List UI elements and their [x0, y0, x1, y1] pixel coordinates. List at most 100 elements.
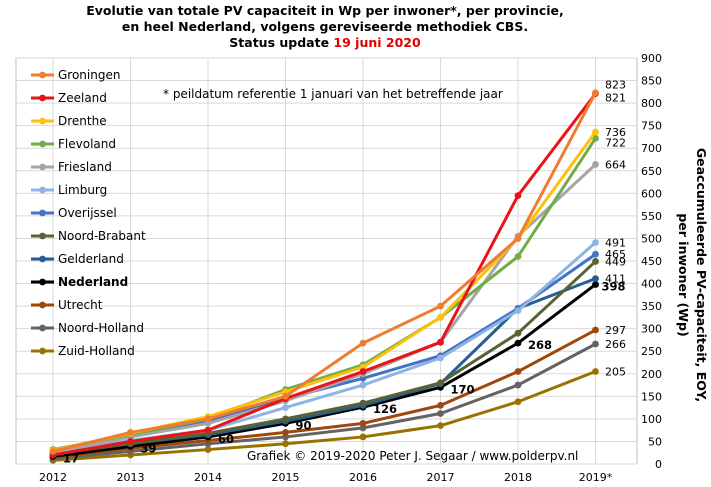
- x-tick-label: 2013: [117, 471, 145, 484]
- data-point: [592, 340, 599, 348]
- data-point: [437, 354, 444, 362]
- chart-title-line-1: Evolutie van totale PV capaciteit in Wp …: [86, 3, 564, 18]
- legend-item: Overijssel: [31, 206, 117, 220]
- credit-text: Grafiek © 2019-2020 Peter J. Segaar / ww…: [247, 449, 578, 463]
- legend-label: Noord-Brabant: [58, 229, 146, 243]
- legend-item: Zeeland: [31, 91, 107, 105]
- chart-title-line-2: en heel Nederland, volgens gereviseerde …: [121, 19, 529, 34]
- data-label-nederland: 39: [141, 441, 157, 455]
- chart-title-line-3: Status update 19 juni 2020: [0, 35, 650, 50]
- x-tick-label: 2014: [194, 471, 222, 484]
- y-tick-label: 850: [641, 75, 662, 88]
- data-point: [592, 368, 599, 375]
- series-line-utrecht: [52, 328, 597, 459]
- grid-lines: [15, 57, 638, 465]
- legend-label: Nederland: [58, 275, 128, 289]
- legend-item: Flevoland: [31, 137, 116, 151]
- data-point: [437, 338, 444, 346]
- data-point: [514, 339, 522, 347]
- legend-marker: [39, 117, 46, 125]
- legend-item: Gelderland: [31, 252, 124, 266]
- legend-marker: [39, 94, 46, 102]
- legend-label: Utrecht: [58, 298, 103, 312]
- data-label: 411: [605, 273, 626, 286]
- legend-item: Utrecht: [31, 298, 103, 312]
- data-point: [282, 440, 289, 448]
- y-tick-label: 450: [641, 255, 662, 268]
- data-point: [437, 379, 444, 387]
- y-tick-label: 900: [641, 52, 662, 65]
- legend-marker: [39, 301, 46, 309]
- status-update-date: 19 juni 2020: [333, 35, 421, 50]
- x-tick-label: 2015: [272, 471, 300, 484]
- legend-label: Friesland: [58, 160, 112, 174]
- y-tick-label: 300: [641, 323, 662, 336]
- data-point: [514, 368, 522, 375]
- data-point: [514, 398, 522, 406]
- y-axis-label: Geaccumuleerde PV-capaciteit, EOY, per i…: [676, 148, 709, 402]
- data-label: 266: [605, 338, 626, 351]
- data-point: [437, 313, 444, 321]
- legend-label: Overijssel: [58, 206, 117, 220]
- data-point: [359, 381, 367, 389]
- data-point: [282, 392, 289, 400]
- y-tick-label: 600: [641, 187, 662, 200]
- legend-label: Noord-Holland: [58, 321, 144, 335]
- data-label-nederland: 90: [296, 418, 312, 432]
- legend-marker: [39, 186, 46, 194]
- data-label-nederland: 170: [451, 382, 475, 396]
- y-tick-label: 0: [655, 458, 662, 471]
- data-label-nederland: 268: [528, 338, 552, 352]
- legend-marker: [39, 324, 46, 332]
- series-line-noord-brabant: [52, 260, 597, 456]
- y-tick-label: 400: [641, 278, 662, 291]
- legend-item: Groningen: [31, 68, 120, 82]
- data-label-nederland: 398: [602, 279, 626, 293]
- data-point: [514, 235, 522, 242]
- y-tick-label: 100: [641, 413, 662, 426]
- data-label: 821: [605, 92, 626, 105]
- status-update-label: Status update: [229, 35, 330, 50]
- data-point: [592, 239, 599, 246]
- legend-label: Drenthe: [58, 114, 107, 128]
- data-label-nederland: 17: [63, 451, 79, 465]
- data-point: [592, 128, 599, 136]
- data-point: [204, 415, 212, 423]
- x-axis-tick-labels: 2012 2013 2014 2015 2016 2017 2018 2019*: [39, 471, 613, 484]
- data-point: [592, 258, 599, 265]
- data-point: [592, 281, 599, 288]
- series-line-zuid-holland: [52, 370, 597, 462]
- data-point: [359, 420, 367, 427]
- y-tick-label: 550: [641, 210, 662, 223]
- data-point: [359, 399, 367, 407]
- data-point: [204, 446, 212, 453]
- data-point: [592, 326, 599, 334]
- legend-marker: [39, 209, 46, 217]
- legend-marker: [39, 163, 46, 171]
- data-point: [359, 339, 367, 347]
- series-line-zeeland: [52, 92, 597, 457]
- data-point: [49, 447, 57, 455]
- data-point: [282, 429, 289, 436]
- series-line-noord-holland: [52, 342, 597, 461]
- data-label-nederland: 60: [218, 432, 234, 446]
- legend-item: Drenthe: [31, 114, 107, 128]
- x-tick-label: 2017: [427, 471, 455, 484]
- x-tick-label: 2018: [504, 471, 532, 484]
- legend-label: Gelderland: [58, 252, 124, 266]
- data-label: 736: [605, 126, 626, 139]
- y-tick-label: 50: [648, 435, 662, 448]
- legend-item: Noord-Brabant: [31, 229, 146, 243]
- legend-label: Groningen: [58, 68, 120, 82]
- data-point: [592, 89, 599, 97]
- legend-label: Zeeland: [58, 91, 107, 105]
- data-point: [514, 192, 522, 199]
- data-label: 823: [605, 79, 626, 92]
- y-tick-label: 500: [641, 232, 662, 245]
- legend-item: Noord-Holland: [31, 321, 144, 335]
- data-label: 491: [605, 237, 626, 250]
- footnote: * peildatum referentie 1 januari van het…: [163, 87, 503, 101]
- legend-label: Limburg: [58, 183, 107, 197]
- y-tick-label: 200: [641, 368, 662, 381]
